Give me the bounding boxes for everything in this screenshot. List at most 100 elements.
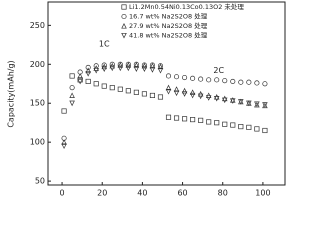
point xyxy=(133,89,139,95)
point xyxy=(173,86,180,92)
point xyxy=(165,89,172,95)
point xyxy=(214,120,220,126)
point xyxy=(157,63,164,70)
point xyxy=(197,93,204,100)
point xyxy=(221,97,228,104)
point xyxy=(133,66,140,72)
point xyxy=(77,72,83,79)
x-tick-label: 20 xyxy=(97,189,107,198)
point xyxy=(117,86,123,92)
point xyxy=(222,78,228,84)
point xyxy=(181,87,188,94)
point xyxy=(165,73,172,79)
y-axis-label: Capacity(mAh/g) xyxy=(7,60,16,127)
x-tick-label: 80 xyxy=(218,189,228,198)
point xyxy=(101,66,108,72)
point xyxy=(182,116,188,122)
point xyxy=(61,139,67,145)
point xyxy=(141,62,148,69)
y-tick-label: 250 xyxy=(30,21,45,30)
point xyxy=(205,95,212,101)
legend-marker xyxy=(121,23,127,29)
point xyxy=(141,66,148,72)
point xyxy=(238,79,244,85)
annotation: 1C xyxy=(99,40,110,49)
point xyxy=(254,80,260,86)
point xyxy=(189,89,196,95)
point xyxy=(93,67,99,74)
point xyxy=(77,78,83,85)
point xyxy=(109,85,115,91)
y-tick-label: 50 xyxy=(35,177,45,186)
point xyxy=(230,78,236,84)
point xyxy=(262,81,268,87)
y-tick-label: 150 xyxy=(30,99,45,108)
x-tick-label: 0 xyxy=(60,189,65,198)
legend-label: Li1.2Mn0.54Ni0.13Co0.13O2 未处理 xyxy=(129,2,244,11)
y-tick-label: 200 xyxy=(30,60,45,69)
point xyxy=(165,84,172,91)
point xyxy=(141,91,147,97)
point xyxy=(173,115,180,121)
point xyxy=(246,124,252,130)
point xyxy=(214,77,220,83)
legend-label: 41.8 wt% Na2S2O8 处理 xyxy=(129,31,208,40)
point xyxy=(109,65,116,72)
point xyxy=(238,124,244,130)
legend-label: 27.9 wt% Na2S2O8 处理 xyxy=(129,21,208,30)
point xyxy=(213,96,220,102)
point xyxy=(182,74,188,81)
point xyxy=(173,90,180,97)
point xyxy=(206,119,212,125)
point xyxy=(189,92,196,99)
point xyxy=(222,121,228,127)
point xyxy=(69,73,75,79)
point xyxy=(149,62,156,69)
x-tick-label: 40 xyxy=(137,189,147,198)
point xyxy=(101,83,107,89)
point xyxy=(198,76,204,82)
point xyxy=(85,71,91,77)
point xyxy=(61,143,67,150)
point xyxy=(125,65,132,72)
point xyxy=(69,92,75,98)
point xyxy=(262,127,268,134)
point xyxy=(109,61,115,67)
point xyxy=(173,74,180,80)
legend-label: 16.7 wt% Na2S2O8 处理 xyxy=(129,12,208,21)
point xyxy=(213,94,220,100)
point xyxy=(230,122,236,128)
point xyxy=(125,88,131,94)
legend-marker xyxy=(121,13,127,20)
point xyxy=(254,101,260,107)
point xyxy=(262,102,268,108)
point xyxy=(190,117,196,123)
point xyxy=(206,77,212,83)
point xyxy=(61,108,67,114)
annotation: 2C xyxy=(213,66,224,75)
point xyxy=(181,91,188,97)
plot-frame xyxy=(47,1,286,186)
point xyxy=(85,64,91,70)
legend-marker xyxy=(121,4,127,10)
point xyxy=(125,62,132,68)
chart: Capacity(mAh/g) 50 100 150 200 250 0 20 40 60 80 1… xyxy=(7,1,286,198)
y-tick-label: 100 xyxy=(30,138,45,147)
legend-marker xyxy=(121,32,127,39)
point xyxy=(221,95,228,102)
point xyxy=(117,62,124,68)
point xyxy=(101,62,107,68)
point xyxy=(69,100,75,107)
point xyxy=(85,78,91,84)
point xyxy=(133,62,140,68)
point xyxy=(246,100,252,107)
point xyxy=(93,81,99,87)
x-tick-label: 60 xyxy=(177,189,187,198)
point xyxy=(246,79,252,85)
point xyxy=(238,99,244,105)
point xyxy=(198,117,204,123)
point xyxy=(157,67,164,74)
point xyxy=(69,85,75,91)
point xyxy=(149,92,155,98)
point xyxy=(117,65,124,72)
